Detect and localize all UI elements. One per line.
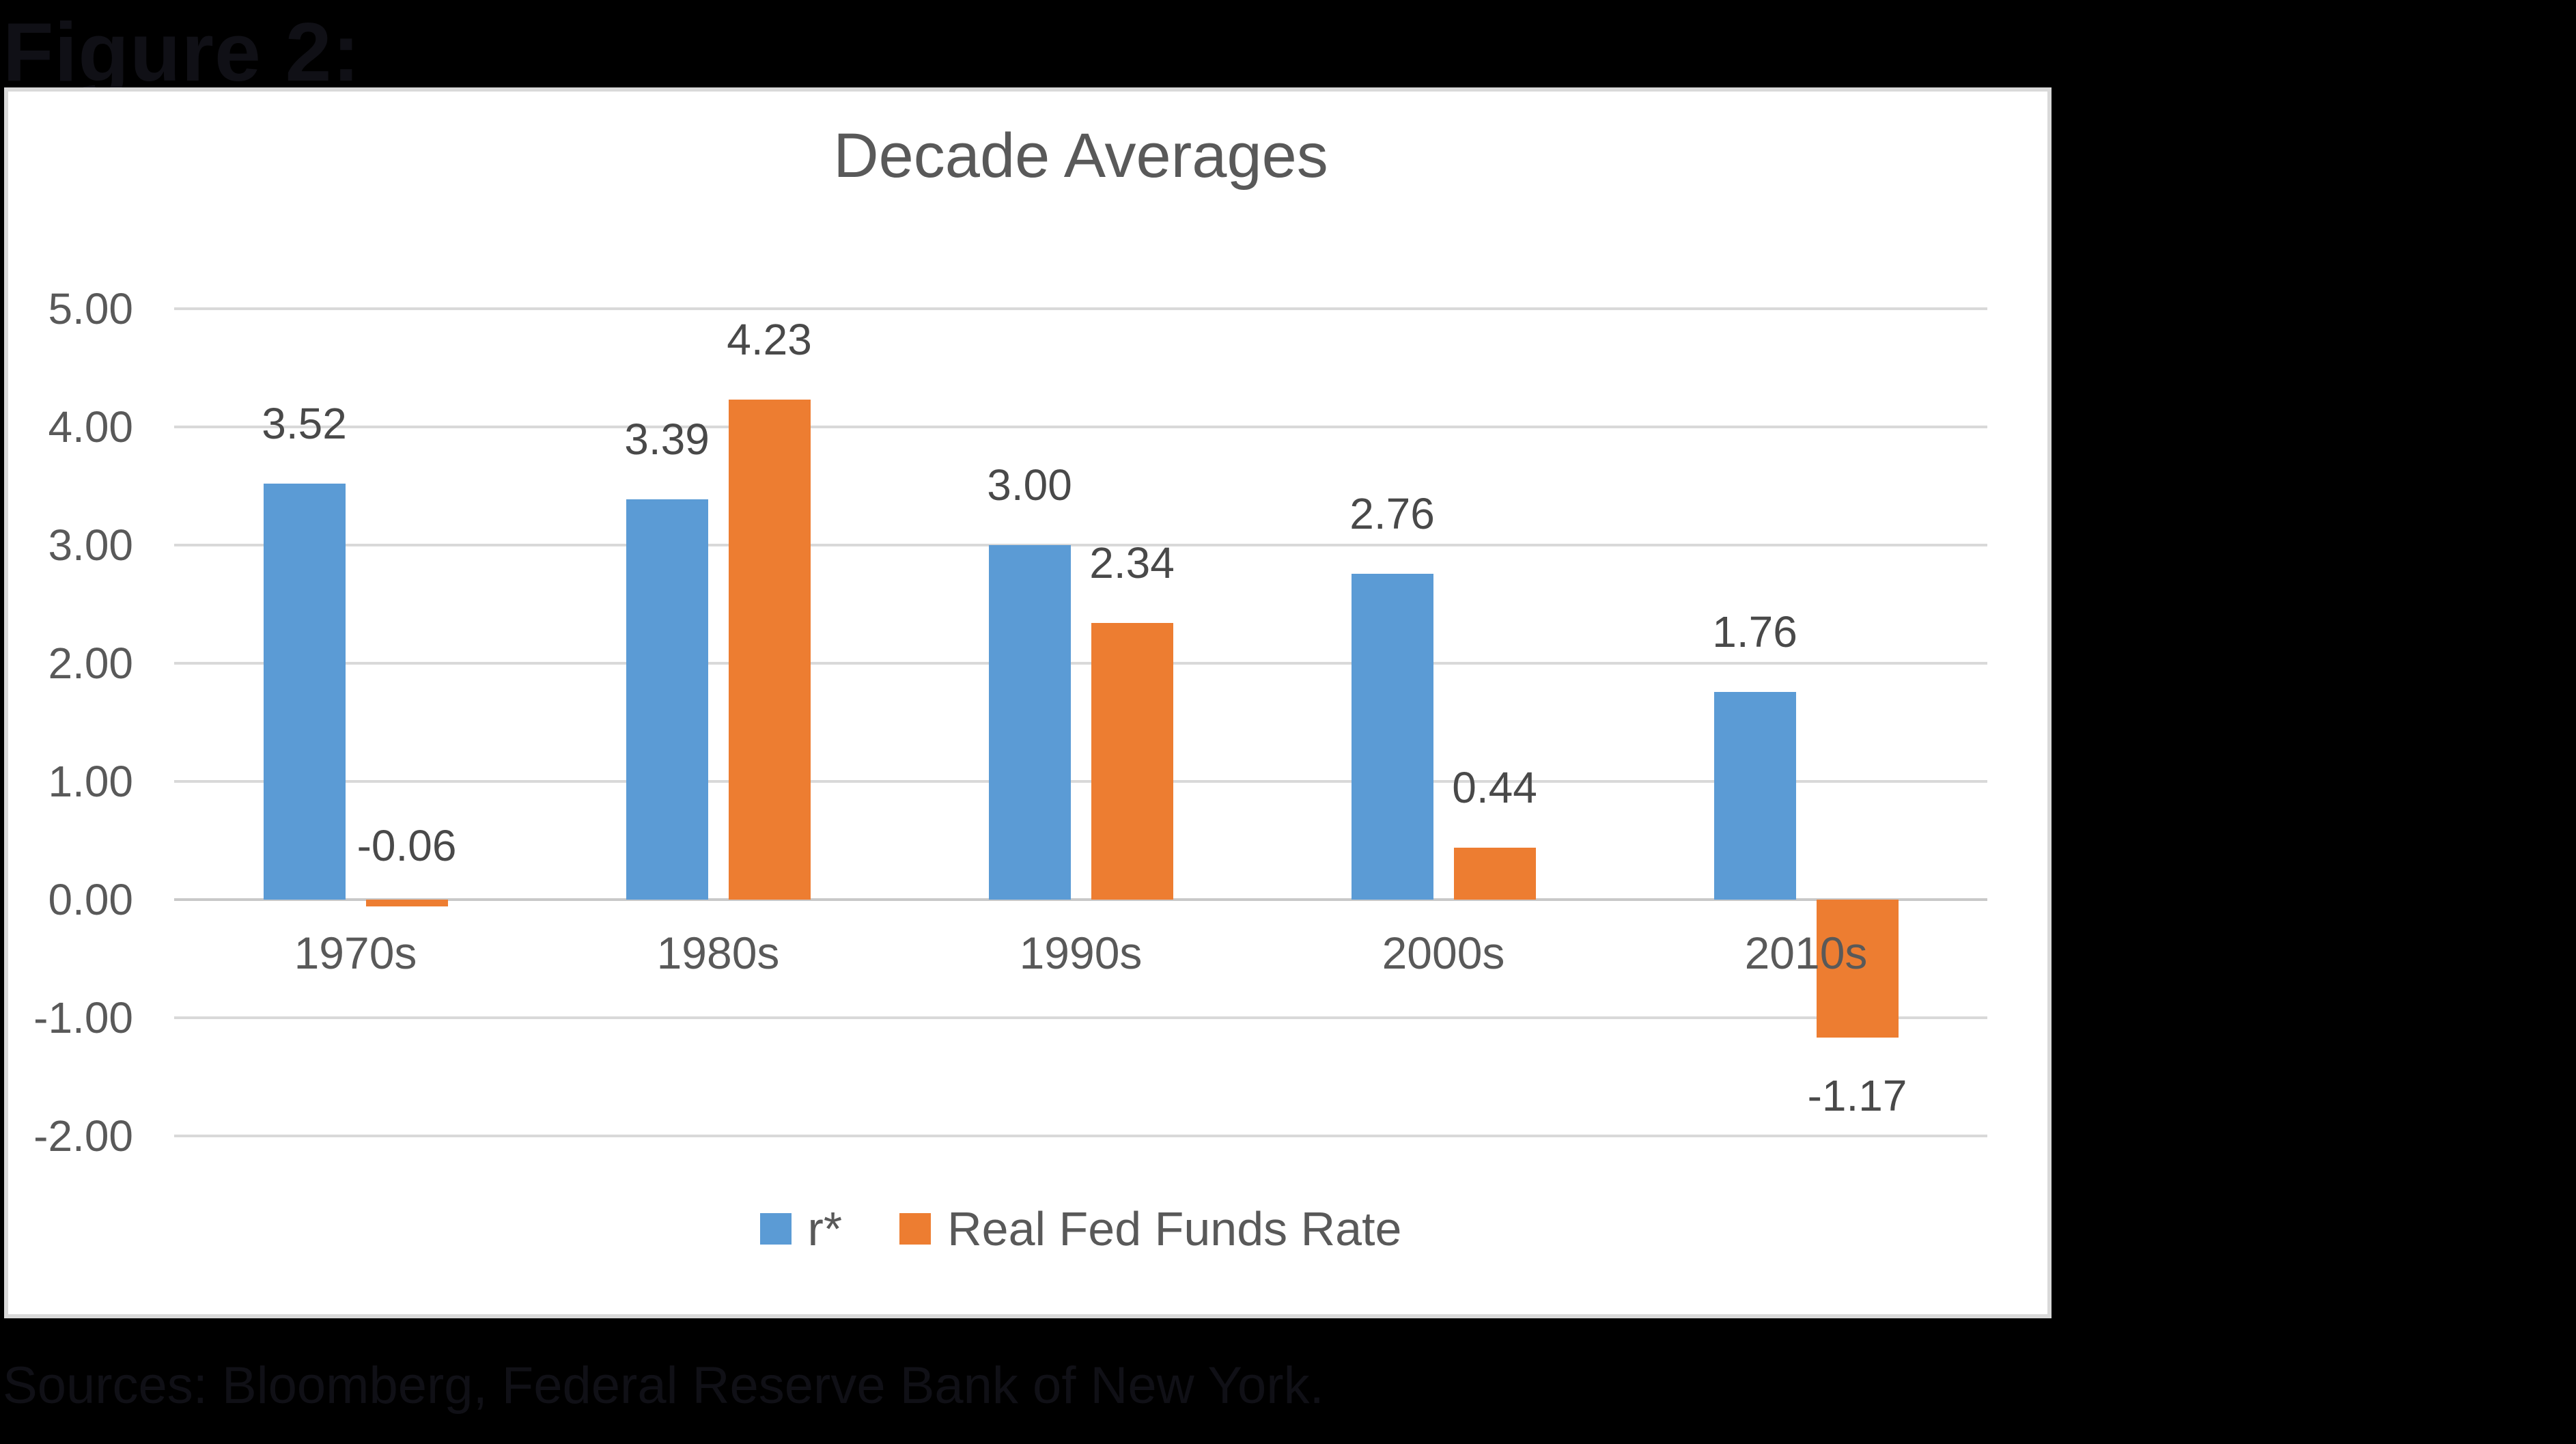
chart-legend: r* Real Fed Funds Rate bbox=[174, 1198, 1987, 1260]
bar-r-star-1980s bbox=[626, 499, 708, 900]
bar-real-fed-funds-rate-1970s bbox=[365, 900, 448, 906]
x-axis-category-label: 1980s bbox=[656, 928, 780, 978]
data-label: -0.06 bbox=[356, 821, 457, 870]
y-axis-tick-label: 3.00 bbox=[48, 520, 133, 570]
legend-item-r-star: r* bbox=[759, 1202, 843, 1256]
gridline bbox=[174, 426, 1987, 428]
data-label: 1.76 bbox=[1712, 607, 1797, 656]
y-axis-tick-label: -1.00 bbox=[33, 993, 133, 1042]
legend-swatch-icon bbox=[899, 1213, 932, 1245]
bar-real-fed-funds-rate-1990s bbox=[1091, 623, 1173, 900]
legend-item-real-fed-funds-rate: Real Fed Funds Rate bbox=[899, 1202, 1401, 1256]
data-label: 3.52 bbox=[262, 399, 347, 449]
y-axis-tick-label: 4.00 bbox=[48, 402, 133, 452]
gridline bbox=[174, 1135, 1987, 1137]
chart-panel: Decade Averages 5.00 4.00 3.00 2.00 1.00 0.00… bbox=[4, 87, 2052, 1318]
data-label: 3.00 bbox=[987, 460, 1072, 510]
data-label: 3.39 bbox=[624, 414, 710, 464]
bar-real-fed-funds-rate-2010s bbox=[1816, 900, 1899, 1038]
bar-r-star-1970s bbox=[263, 484, 346, 900]
x-axis-category-label: 1970s bbox=[294, 928, 417, 978]
data-label: 0.44 bbox=[1452, 762, 1537, 812]
x-axis-category-label: 2000s bbox=[1382, 928, 1505, 978]
data-label: 2.34 bbox=[1089, 538, 1175, 588]
gridline bbox=[174, 307, 1987, 310]
y-axis-tick-label: 0.00 bbox=[48, 875, 133, 924]
figure-caption: Figure 2: bbox=[3, 5, 361, 98]
data-label: 2.76 bbox=[1349, 488, 1435, 538]
bar-r-star-2010s bbox=[1713, 691, 1796, 900]
x-axis-category-label: 2010s bbox=[1744, 928, 1868, 978]
legend-swatch-icon bbox=[759, 1213, 792, 1245]
data-label: 4.23 bbox=[727, 315, 812, 365]
sources-note: Sources: Bloomberg, Federal Reserve Bank… bbox=[3, 1357, 1324, 1415]
y-axis-tick-label: 2.00 bbox=[48, 639, 133, 688]
chart-title: Decade Averages bbox=[833, 121, 1328, 191]
bar-real-fed-funds-rate-2000s bbox=[1453, 847, 1536, 900]
bar-r-star-2000s bbox=[1351, 573, 1433, 900]
gridline bbox=[174, 1016, 1987, 1019]
gridline bbox=[174, 544, 1987, 546]
x-axis-line bbox=[174, 898, 1987, 901]
legend-label: Real Fed Funds Rate bbox=[947, 1202, 1402, 1255]
gridline bbox=[174, 780, 1987, 783]
bar-r-star-1990s bbox=[988, 545, 1071, 900]
y-axis-tick-label: -2.00 bbox=[33, 1111, 133, 1161]
legend-label: r* bbox=[807, 1202, 843, 1255]
y-axis-tick-label: 5.00 bbox=[48, 284, 133, 333]
bar-real-fed-funds-rate-1980s bbox=[728, 400, 811, 900]
x-axis-category-label: 1990s bbox=[1019, 928, 1143, 978]
y-axis-tick-label: 1.00 bbox=[48, 757, 133, 806]
data-label: -1.17 bbox=[1807, 1071, 1907, 1121]
gridline bbox=[174, 662, 1987, 665]
